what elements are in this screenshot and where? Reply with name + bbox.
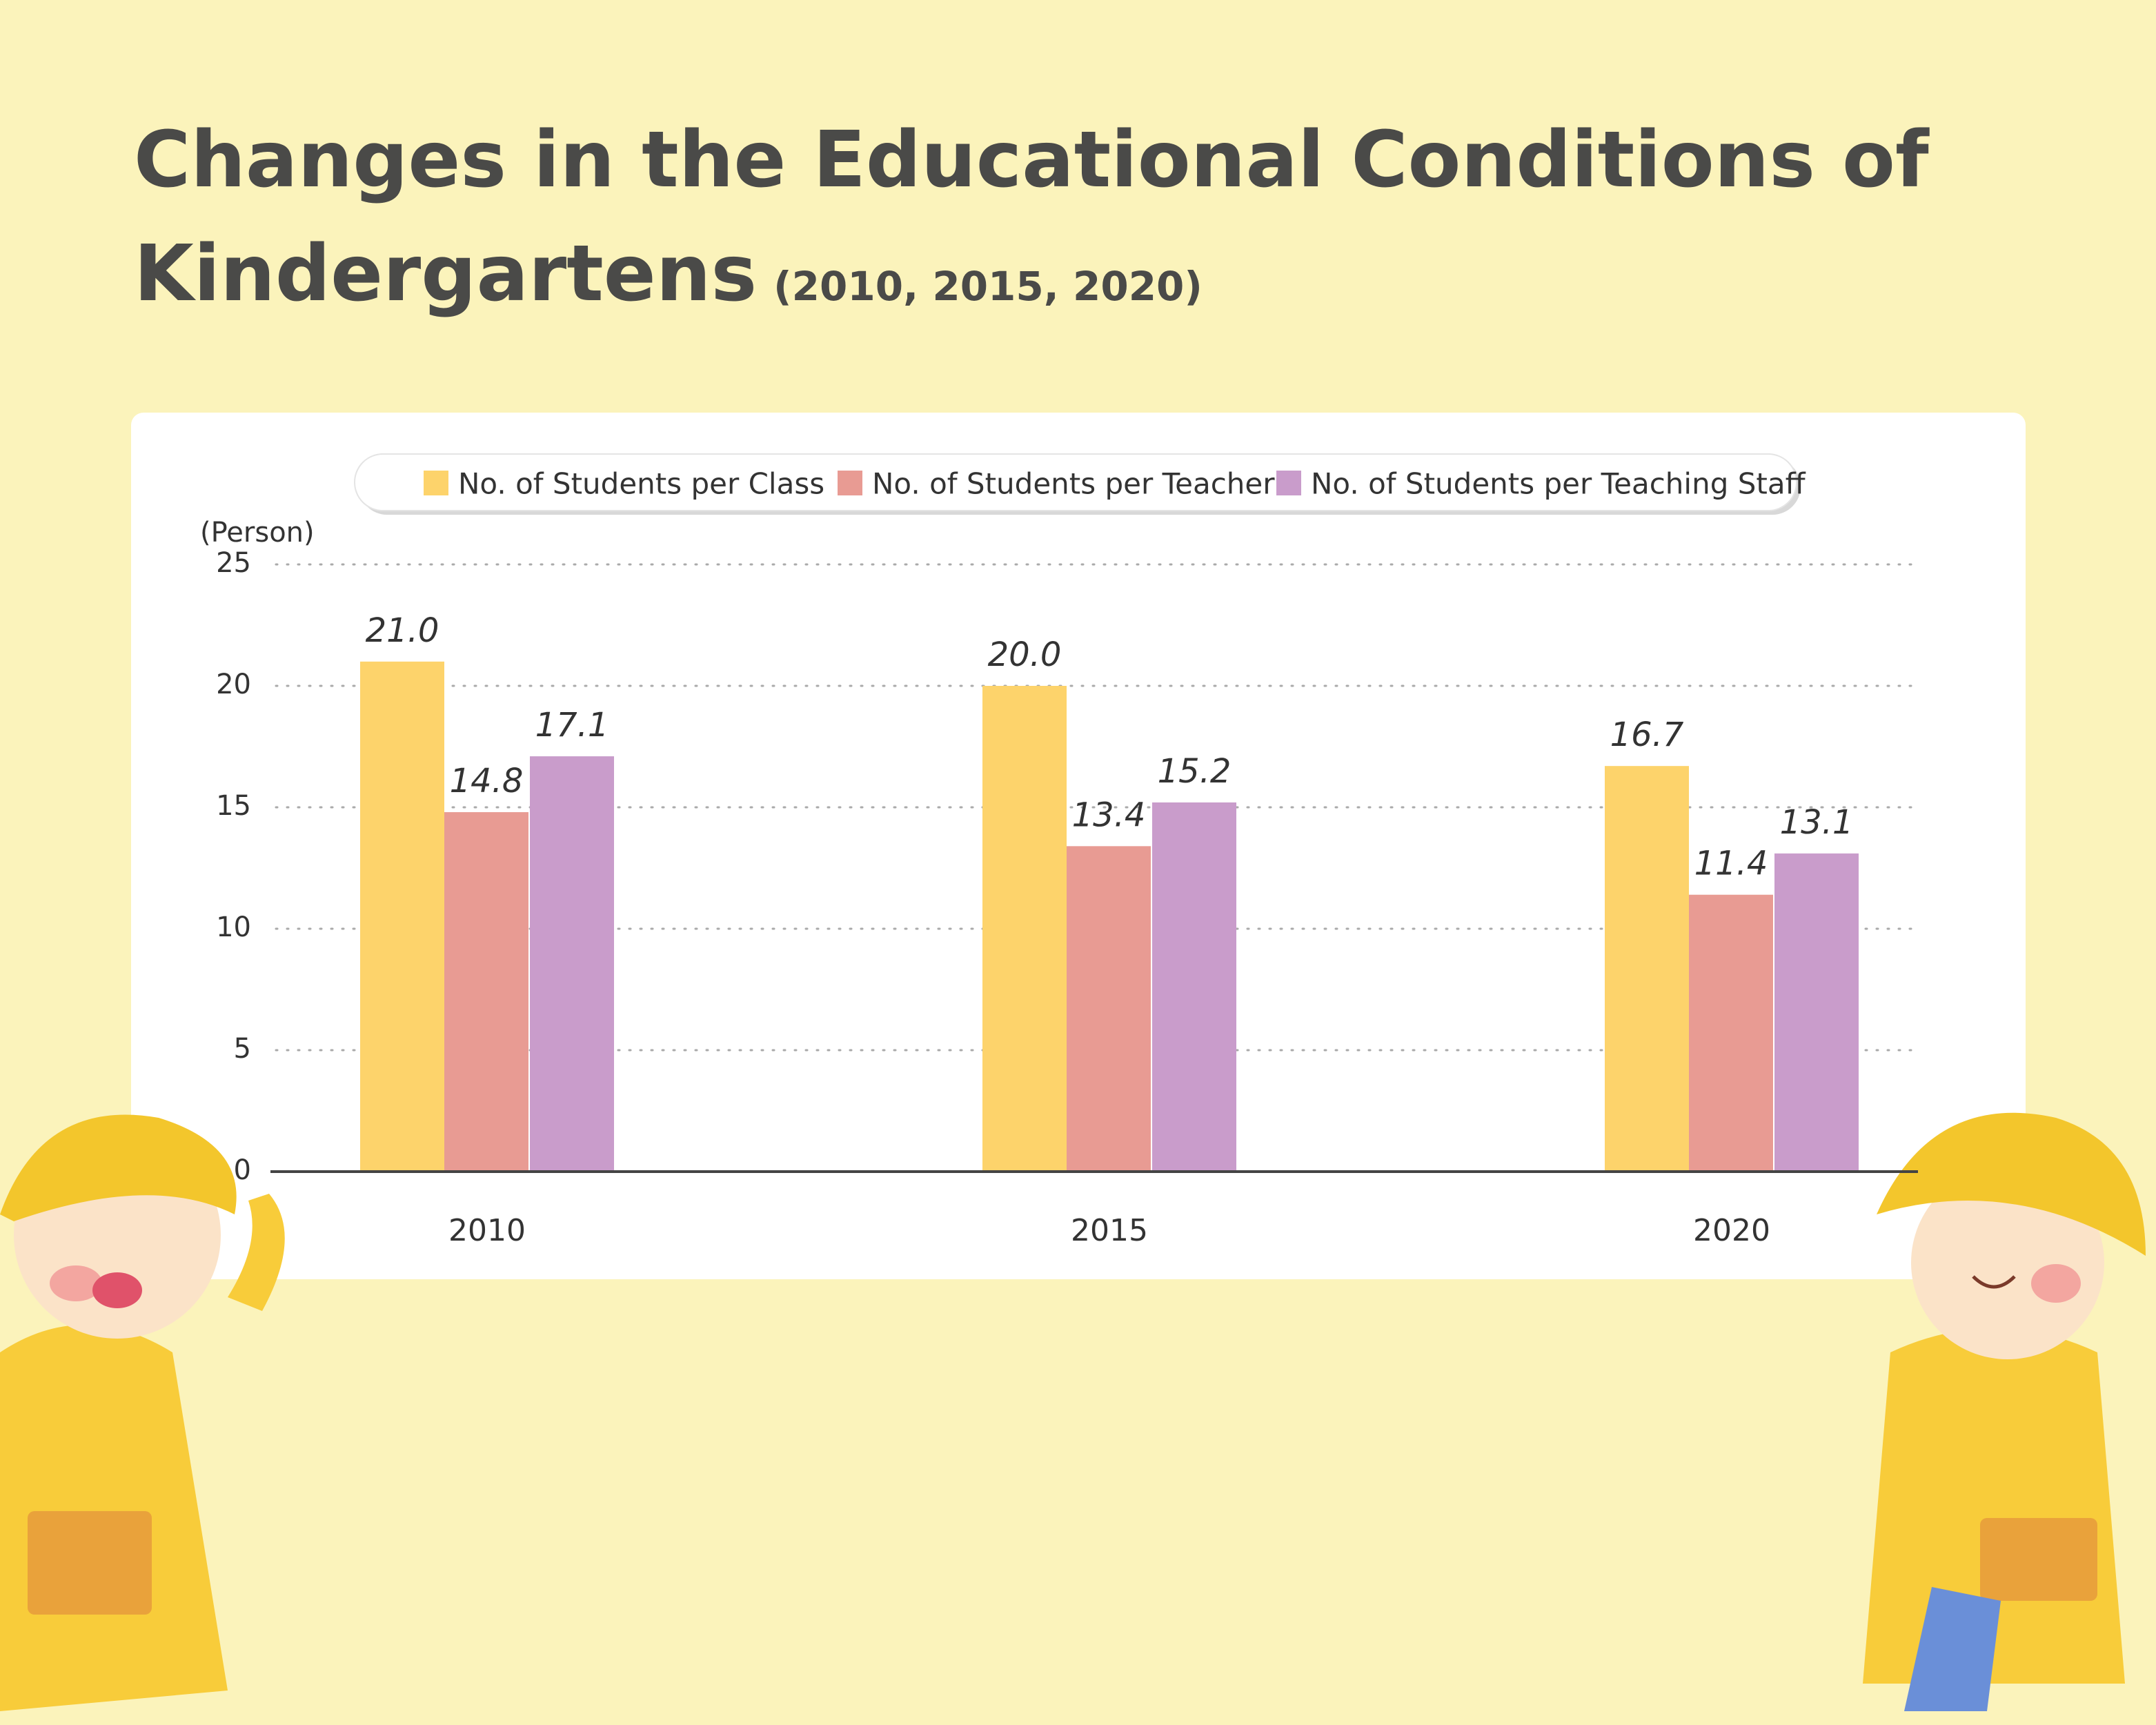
bar xyxy=(360,661,444,1172)
value-label: 20.0 xyxy=(988,635,1062,674)
x-tick-label: 2020 xyxy=(1693,1213,1770,1248)
value-label: 14.8 xyxy=(450,762,524,800)
value-label: 13.4 xyxy=(1072,796,1146,834)
y-tick-label: 5 xyxy=(234,1033,251,1065)
bar xyxy=(1774,853,1859,1172)
value-label: 17.1 xyxy=(535,706,609,745)
legend-label: No. of Students per Teaching Staff xyxy=(1311,467,1806,501)
value-label: 16.7 xyxy=(1610,716,1684,754)
value-label: 13.1 xyxy=(1780,803,1854,842)
bar xyxy=(444,812,528,1172)
chart-subtitle: (2010, 2015, 2020) xyxy=(773,263,1203,310)
y-axis-label: (Person) xyxy=(200,517,315,549)
legend-label: No. of Students per Class xyxy=(458,467,824,501)
title-block: Changes in the Educational Conditions of… xyxy=(134,103,2107,344)
y-tick-label: 25 xyxy=(216,547,251,579)
legend-swatch xyxy=(424,471,448,495)
x-tick-label: 2015 xyxy=(1071,1213,1148,1248)
value-label: 11.4 xyxy=(1694,845,1768,883)
kid-right xyxy=(1863,1112,2146,1711)
legend-swatch xyxy=(1276,471,1301,495)
bar xyxy=(1152,802,1236,1172)
bar xyxy=(530,756,614,1172)
bar xyxy=(1067,846,1151,1172)
bar xyxy=(1689,894,1773,1172)
legend-label: No. of Students per Teacher xyxy=(872,467,1275,501)
y-tick-label: 20 xyxy=(216,669,251,700)
bar xyxy=(1605,766,1689,1172)
chart-title: Changes in the Educational Conditions of… xyxy=(134,115,1929,319)
bar xyxy=(982,686,1067,1172)
legend-box xyxy=(354,453,1797,511)
value-label: 15.2 xyxy=(1158,752,1232,791)
y-tick-label: 0 xyxy=(234,1154,251,1186)
y-tick-label: 15 xyxy=(216,790,251,822)
kid-left xyxy=(0,1114,285,1711)
y-tick-label: 10 xyxy=(216,911,251,943)
x-tick-label: 2010 xyxy=(448,1213,526,1248)
legend-swatch xyxy=(838,471,862,495)
value-label: 21.0 xyxy=(366,611,439,650)
